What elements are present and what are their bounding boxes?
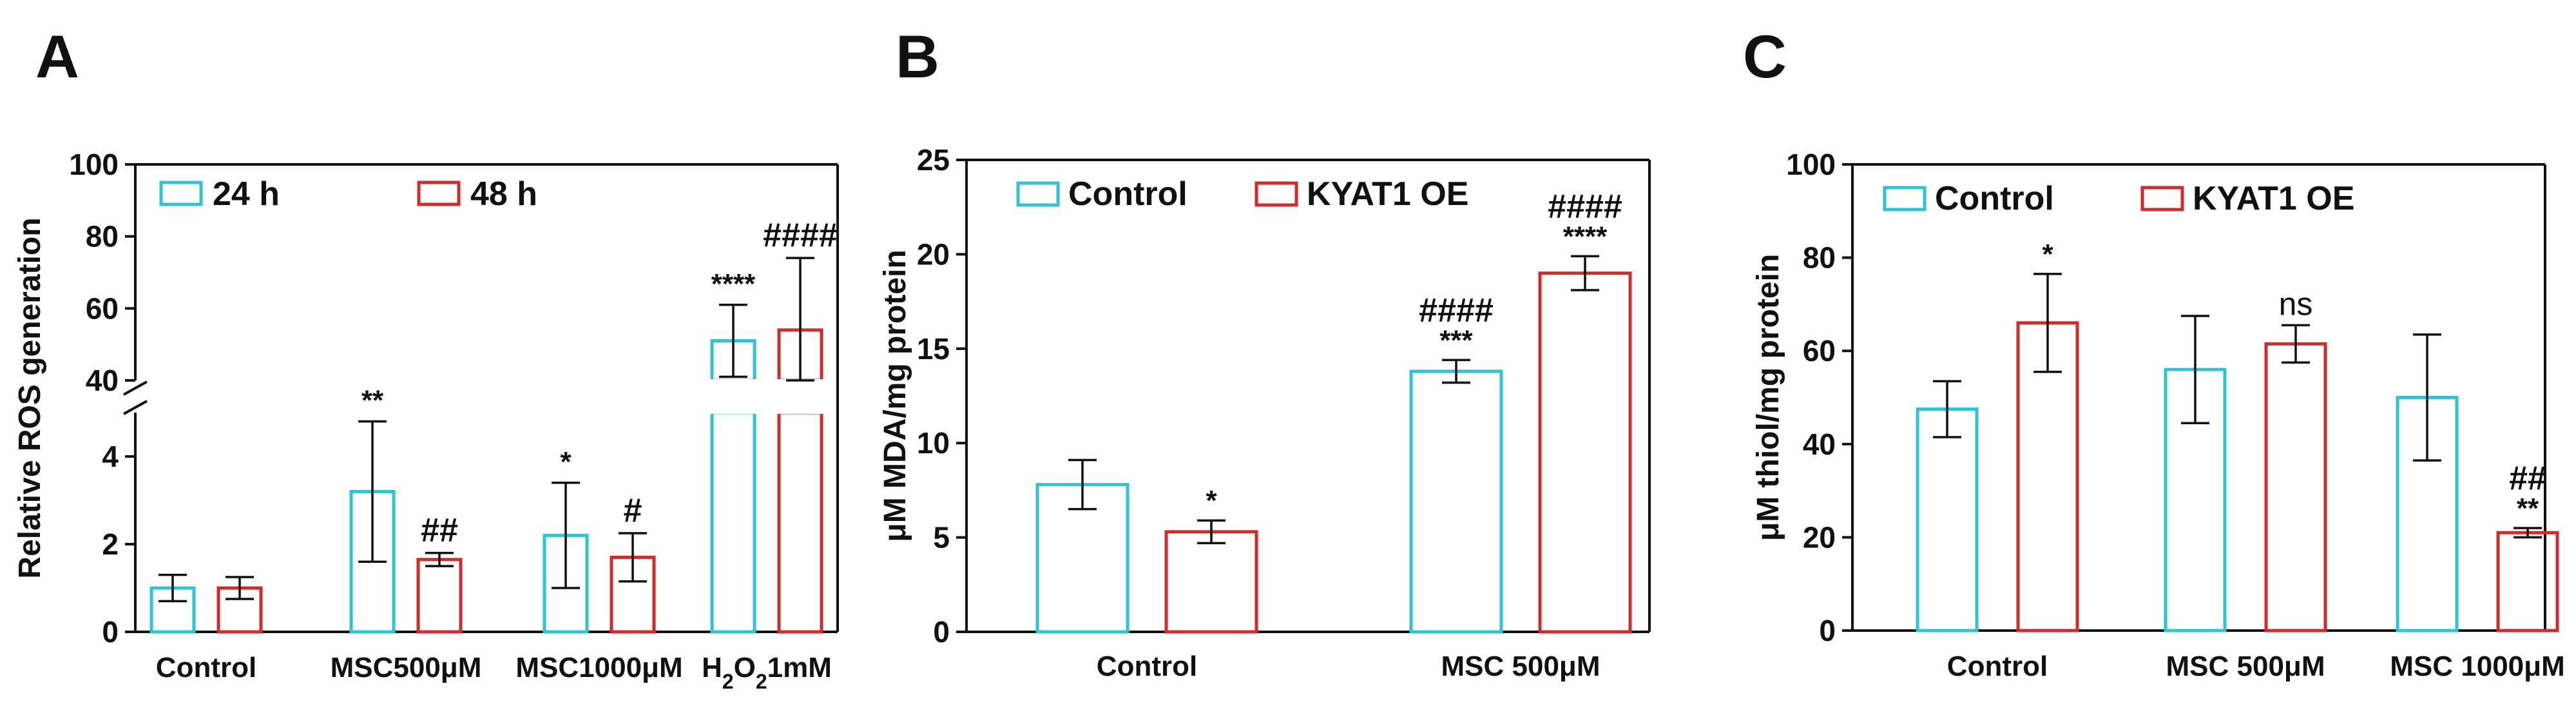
- panel-c-legend-label: Control: [1935, 180, 2054, 217]
- panel-c-y-tick-label: 80: [1803, 241, 1836, 275]
- panel-c-y-tick-label: 100: [1786, 148, 1836, 181]
- panel-c-bar: [2264, 342, 2327, 632]
- panel-a-bar-lower: [710, 411, 756, 634]
- panel-c-y-axis-label: μM thiol/mg protein: [1751, 254, 1785, 541]
- panel-c-legend-label: KYAT1 OE: [2193, 180, 2354, 217]
- panel-a-y-tick-label: 100: [69, 148, 119, 181]
- panel-b-significance-label: ####: [1419, 291, 1494, 329]
- panel-c-legend-swatch: [2140, 186, 2184, 211]
- panel-c-y-tick-label: 40: [1803, 427, 1836, 461]
- panel-b-y-tick-label: 10: [917, 426, 950, 460]
- panel-a-legend-label: 48 h: [470, 175, 537, 213]
- subscript: 2: [722, 670, 734, 693]
- panel-a-axis-break-mark-1: [123, 380, 148, 396]
- panel-a-legend-label: 24 h: [213, 175, 280, 213]
- panel-letter-c: C: [1743, 23, 1787, 90]
- panel-a-significance-label: *: [560, 446, 572, 478]
- panel-a-y-tick-label: 60: [86, 291, 119, 325]
- label-part: H: [702, 652, 722, 683]
- panel-a-significance-label: **: [361, 385, 384, 417]
- panel-b-bar: [1164, 530, 1258, 634]
- panel-a-category-label: Control: [156, 652, 256, 683]
- panel-a-bar-gap: [709, 379, 757, 414]
- panel-c-significance-label: *: [2042, 239, 2053, 270]
- panel-b-y-tick-label: 25: [917, 143, 950, 177]
- panel-a-category-label: H2O21mM: [702, 652, 832, 693]
- panel-letter-a: A: [35, 23, 79, 90]
- panel-b-legend-label: KYAT1 OE: [1307, 175, 1468, 213]
- panel-b-legend-swatch: [1016, 181, 1060, 207]
- panel-letter-b: B: [896, 23, 939, 90]
- panel-b-category-label: Control: [1097, 651, 1197, 682]
- panel-a-y-tick-label: 80: [86, 220, 119, 253]
- panel-a-significance-label: ##: [421, 512, 458, 549]
- panel-b-y-axis-label: μM MDA/mg protein: [878, 250, 912, 542]
- panel-c-y-tick-label: 20: [1803, 520, 1836, 554]
- panel-a-bar: [416, 558, 463, 634]
- subscript: 2: [756, 670, 767, 693]
- panel-a-significance-label: #: [624, 492, 642, 529]
- panel-a-significance-label: ####: [763, 217, 838, 254]
- panel-c-significance-label: ns: [2279, 286, 2313, 322]
- panel-c-category-label: Control: [1947, 651, 2048, 682]
- panel-c-y-tick-label: 0: [1819, 614, 1836, 647]
- panel-a-significance-label: ****: [711, 268, 756, 300]
- panel-b-category-label: MSC 500μM: [1441, 651, 1600, 682]
- panel-b-y-tick-label: 5: [933, 521, 950, 554]
- panel-b-y-tick-label: 20: [917, 237, 950, 271]
- panel-a-legend-swatch: [159, 181, 203, 206]
- panel-a-y-tick-label: 4: [102, 440, 119, 473]
- panel-a-bar-lower: [777, 411, 823, 634]
- panel-b-bar: [1409, 369, 1503, 634]
- panel-b-legend-swatch: [1254, 181, 1298, 207]
- panel-a-y-tick-label: 40: [86, 364, 119, 397]
- panel-a-category-label: MSC500μM: [331, 652, 482, 683]
- panel-a-bar-gap: [776, 379, 824, 414]
- panel-c-significance-label: ##: [2509, 460, 2546, 497]
- panel-b-significance-label: ***: [1439, 324, 1473, 356]
- panel-c-bar: [2496, 531, 2559, 632]
- panel-a-y-axis-label: Relative ROS generation: [13, 217, 47, 578]
- panel-a-y-tick-label: 0: [102, 615, 119, 649]
- panel-b-significance-label: ****: [1563, 221, 1608, 252]
- panel-b-legend-label: Control: [1068, 175, 1187, 213]
- panel-b-significance-label: *: [1206, 485, 1217, 516]
- panel-c-y-tick-label: 60: [1803, 334, 1836, 368]
- panel-c-category-label: MSC 500μM: [2166, 651, 2325, 682]
- panel-a-category-label: MSC1000μM: [515, 652, 682, 683]
- panel-c-category-label: MSC 1000μM: [2390, 651, 2564, 682]
- panel-a-legend-swatch: [417, 181, 461, 206]
- panel-c-significance-label: **: [2517, 493, 2539, 524]
- panel-a-axis-break-mark-2: [123, 400, 148, 415]
- panel-b-y-tick-label: 0: [933, 615, 950, 649]
- panel-a-y-tick-label: 2: [102, 527, 119, 561]
- panel-b-significance-label: ####: [1548, 188, 1622, 225]
- label-part: O: [734, 652, 756, 683]
- panel-b-bar: [1538, 271, 1632, 634]
- panel-c-bar: [1916, 407, 1979, 632]
- label-part: 1mM: [767, 652, 832, 683]
- panel-c-legend-swatch: [1883, 186, 1927, 211]
- panel-b-y-tick-label: 15: [917, 332, 950, 366]
